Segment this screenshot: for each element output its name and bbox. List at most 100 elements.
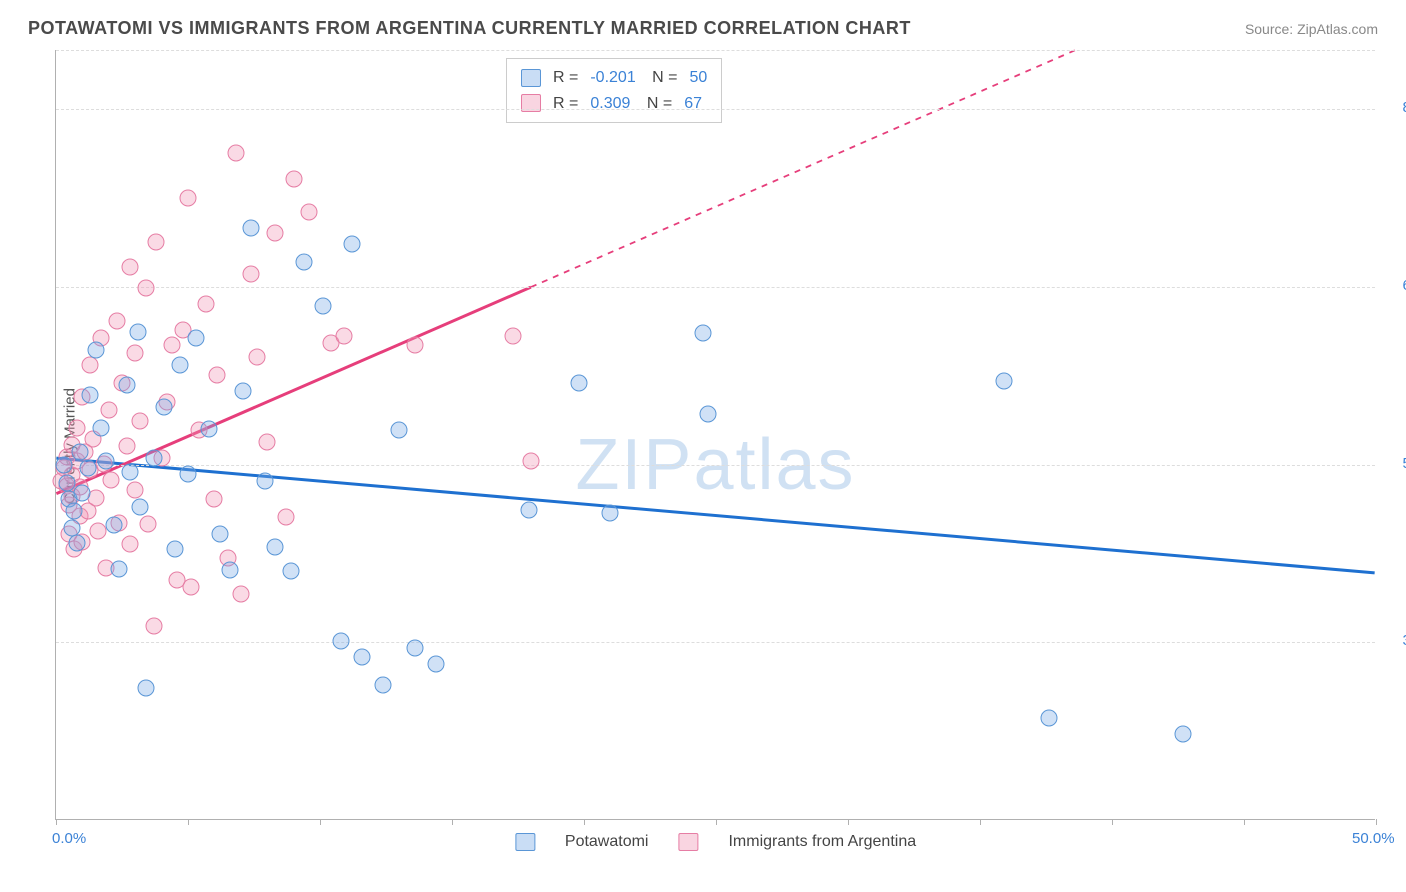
data-point [248,349,265,366]
y-tick-label: 50.0% [1385,455,1406,472]
data-point [132,499,149,516]
data-point [137,280,154,297]
data-point [504,327,521,344]
data-point [92,420,109,437]
data-point [145,449,162,466]
data-point [211,525,228,542]
legend-row-a: R = -0.201 N = 50 [521,65,707,91]
data-point [333,633,350,650]
x-tick [848,819,849,825]
series-legend: Potawatomi Immigrants from Argentina [515,833,916,851]
gridline-h [56,642,1375,643]
chart-plot-area: ZIPatlas R = -0.201 N = 50 R = 0.309 N =… [55,50,1375,820]
data-point [267,224,284,241]
data-point [343,236,360,253]
gridline-h [56,465,1375,466]
data-point [121,536,138,553]
x-tick [320,819,321,825]
data-point [227,145,244,162]
legend-n-value-a: 50 [690,65,708,91]
data-point [129,324,146,341]
data-point [232,585,249,602]
data-point [222,562,239,579]
data-point [180,190,197,207]
y-tick-label: 65.0% [1385,277,1406,294]
data-point [69,420,86,437]
correlation-legend: R = -0.201 N = 50 R = 0.309 N = 67 [506,58,722,123]
data-point [235,383,252,400]
data-point [407,337,424,354]
data-point [127,345,144,362]
data-point [140,516,157,533]
data-point [87,341,104,358]
data-point [172,357,189,374]
data-point [285,171,302,188]
gridline-h [56,50,1375,51]
legend-n-label: N = [642,91,672,117]
data-point [520,501,537,518]
data-point [694,325,711,342]
x-tick [980,819,981,825]
data-point [82,357,99,374]
legend-n-label: N = [648,65,678,91]
x-tick [716,819,717,825]
data-point [282,563,299,580]
series-a-name: Potawatomi [565,833,649,851]
data-point [995,372,1012,389]
data-point [90,523,107,540]
swatch-series-b [678,833,698,851]
x-tick [1376,819,1377,825]
data-point [201,421,218,438]
data-point [111,561,128,578]
data-point [71,443,88,460]
data-point [166,540,183,557]
x-tick [584,819,585,825]
data-point [335,327,352,344]
data-point [301,204,318,221]
x-tick [56,819,57,825]
data-point [296,254,313,271]
data-point [256,473,273,490]
data-point [148,234,165,251]
data-point [58,474,75,491]
x-tick [1244,819,1245,825]
data-point [209,366,226,383]
data-point [132,412,149,429]
x-tick [188,819,189,825]
data-point [375,677,392,694]
data-point [1175,725,1192,742]
data-point [127,481,144,498]
data-point [1040,710,1057,727]
legend-row-b: R = 0.309 N = 67 [521,91,707,117]
series-b-name: Immigrants from Argentina [728,833,916,851]
x-tick-label: 0.0% [52,830,86,847]
data-point [145,617,162,634]
source-attribution: Source: ZipAtlas.com [1245,21,1378,37]
data-point [79,460,96,477]
data-point [66,503,83,520]
swatch-series-a [515,833,535,851]
data-point [119,377,136,394]
data-point [82,386,99,403]
chart-title: POTAWATOMI VS IMMIGRANTS FROM ARGENTINA … [28,18,911,39]
data-point [55,456,72,473]
data-point [259,434,276,451]
data-point [198,295,215,312]
data-point [119,437,136,454]
data-point [106,517,123,534]
data-point [602,505,619,522]
data-point [428,655,445,672]
data-point [314,298,331,315]
data-point [100,402,117,419]
data-point [187,330,204,347]
y-tick-label: 35.0% [1385,632,1406,649]
swatch-series-a [521,69,541,87]
data-point [121,258,138,275]
data-point [700,405,717,422]
trend-lines-layer [56,50,1375,819]
x-tick [1112,819,1113,825]
data-point [74,485,91,502]
data-point [570,375,587,392]
gridline-h [56,287,1375,288]
data-point [182,578,199,595]
